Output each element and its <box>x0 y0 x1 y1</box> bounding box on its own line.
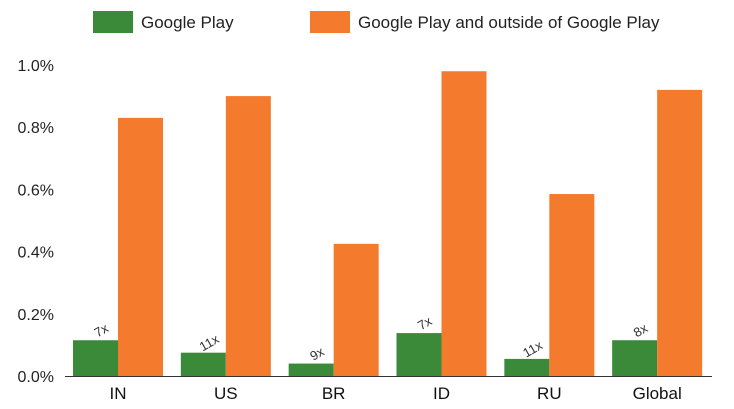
x-tick-label: RU <box>537 384 562 403</box>
ratio-annotation: 7x <box>92 320 112 340</box>
x-tick-label: US <box>214 384 238 403</box>
bar-google-play-and-outside <box>441 71 487 376</box>
x-tick-label: IN <box>110 384 127 403</box>
ratio-annotation: 9x <box>307 343 327 363</box>
legend-swatch-google-play <box>93 11 133 33</box>
legend-swatch-google-play-and-outside <box>310 11 350 33</box>
legend-label-google-play-and-outside: Google Play and outside of Google Play <box>358 13 660 32</box>
y-tick-label: 0.4% <box>18 245 54 262</box>
ratio-annotation: 11x <box>197 331 222 354</box>
bar-google-play <box>504 358 550 376</box>
bar-google-play-and-outside <box>333 243 379 376</box>
y-tick-label: 0.0% <box>18 369 54 386</box>
x-tick-label: ID <box>433 384 450 403</box>
y-tick-label: 0.8% <box>18 120 54 137</box>
x-tick-label: Global <box>633 384 682 403</box>
bar-google-play <box>396 333 442 376</box>
bars <box>73 71 703 377</box>
bar-google-play-and-outside <box>118 117 163 377</box>
y-axis: 0.0% 0.2% 0.4% 0.6% 0.8% 1.0% <box>18 58 54 386</box>
bar-google-play <box>288 363 334 376</box>
x-axis: IN US BR ID RU Global <box>65 376 712 403</box>
bar-google-play-and-outside <box>225 96 271 376</box>
y-tick-label: 0.6% <box>18 182 54 199</box>
chart-legend: Google Play Google Play and outside of G… <box>93 11 660 33</box>
ratio-annotation: 11x <box>520 337 545 360</box>
legend-label-google-play: Google Play <box>141 13 234 32</box>
bar-google-play-and-outside <box>549 194 595 376</box>
ratio-annotation: 8x <box>631 320 651 340</box>
y-tick-label: 0.2% <box>18 307 54 324</box>
y-tick-label: 1.0% <box>18 58 54 75</box>
ratio-annotation: 7x <box>415 313 435 333</box>
bar-google-play-and-outside <box>657 89 703 376</box>
bar-google-play <box>612 340 658 376</box>
x-tick-label: BR <box>322 384 346 403</box>
bar-google-play <box>180 352 226 376</box>
bar-google-play <box>73 340 118 376</box>
